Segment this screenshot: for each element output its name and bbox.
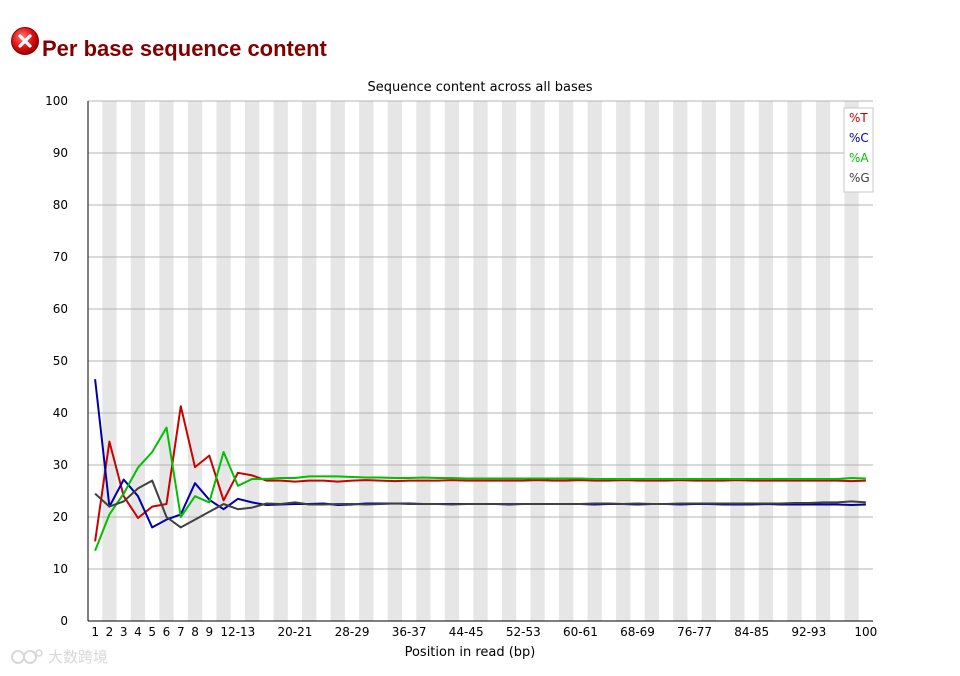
legend-entry-pct-A: %A — [849, 151, 869, 165]
axes — [87, 101, 873, 622]
sequence-content-chart: 0 10 20 30 40 50 60 70 80 90 100 1 2 3 4 5 6 7 8 9 12-13 20-… — [45, 80, 877, 660]
legend-entry-pct-T: %T — [849, 111, 868, 125]
legend-entry-pct-G: %G — [849, 171, 870, 185]
x-tick-label-12-13: 12-13 — [220, 625, 255, 639]
page-title: Per base sequence content — [42, 36, 327, 61]
y-tick-label-90: 90 — [53, 146, 68, 160]
x-tick-label-44-45: 44-45 — [449, 625, 484, 639]
fail-icon — [11, 27, 39, 55]
x-tick-label-84-85: 84-85 — [734, 625, 769, 639]
x-tick-label-76-77: 76-77 — [677, 625, 712, 639]
x-tick-label-7: 7 — [177, 625, 185, 639]
series-lines — [94, 379, 866, 552]
x-axis-label: Position in read (bp) — [405, 645, 536, 660]
y-tick-label-80: 80 — [53, 198, 68, 212]
watermark-text: 大数跨境 — [48, 648, 109, 666]
x-tick-label-92-93: 92-93 — [791, 625, 826, 639]
gridlines — [88, 100, 873, 622]
series-line-pct-A — [94, 426, 866, 552]
y-tick-label-70: 70 — [53, 250, 68, 264]
y-tick-label-30: 30 — [53, 458, 68, 472]
x-tick-label-20-21: 20-21 — [278, 625, 313, 639]
x-tick-label-28-29: 28-29 — [335, 625, 370, 639]
y-tick-label-10: 10 — [53, 562, 68, 576]
watermark: 大数跨境 — [10, 646, 108, 667]
x-tick-label-8: 8 — [191, 625, 199, 639]
watermark-logo-icon — [11, 648, 43, 664]
legend-box — [843, 107, 874, 193]
report-header: Per base sequence content — [10, 24, 327, 61]
y-tick-label-40: 40 — [53, 406, 68, 420]
x-tick-label-9: 9 — [205, 625, 213, 639]
y-tick-label-0: 0 — [60, 614, 68, 628]
x-tick-label-6: 6 — [163, 625, 171, 639]
alternating-bands — [102, 101, 859, 621]
x-tick-labels: 1 2 3 4 5 6 7 8 9 12-13 20-21 28-29 36-37 44-45 52-53 6… — [91, 625, 877, 639]
x-tick-label-52-53: 52-53 — [506, 625, 541, 639]
y-tick-labels: 0 10 20 30 40 50 60 70 80 90 100 — [45, 94, 68, 628]
x-tick-label-36-37: 36-37 — [392, 625, 427, 639]
x-tick-label-3: 3 — [120, 625, 128, 639]
x-tick-label-68-69: 68-69 — [620, 625, 655, 639]
x-tick-label-2: 2 — [106, 625, 114, 639]
x-tick-label-4: 4 — [134, 625, 142, 639]
y-tick-label-60: 60 — [53, 302, 68, 316]
x-tick-label-100: 100 — [854, 625, 877, 639]
series-line-pct-T — [94, 405, 866, 542]
chart-title: Sequence content across all bases — [367, 80, 592, 95]
y-tick-label-50: 50 — [53, 354, 68, 368]
legend: %T %C %A %G — [843, 107, 874, 193]
series-line-pct-G — [94, 479, 866, 529]
y-tick-label-20: 20 — [53, 510, 68, 524]
legend-entry-pct-C: %C — [849, 131, 869, 145]
x-tick-label-5: 5 — [148, 625, 156, 639]
y-tick-label-100: 100 — [45, 94, 68, 108]
x-tick-label-1: 1 — [91, 625, 99, 639]
x-tick-label-60-61: 60-61 — [563, 625, 598, 639]
